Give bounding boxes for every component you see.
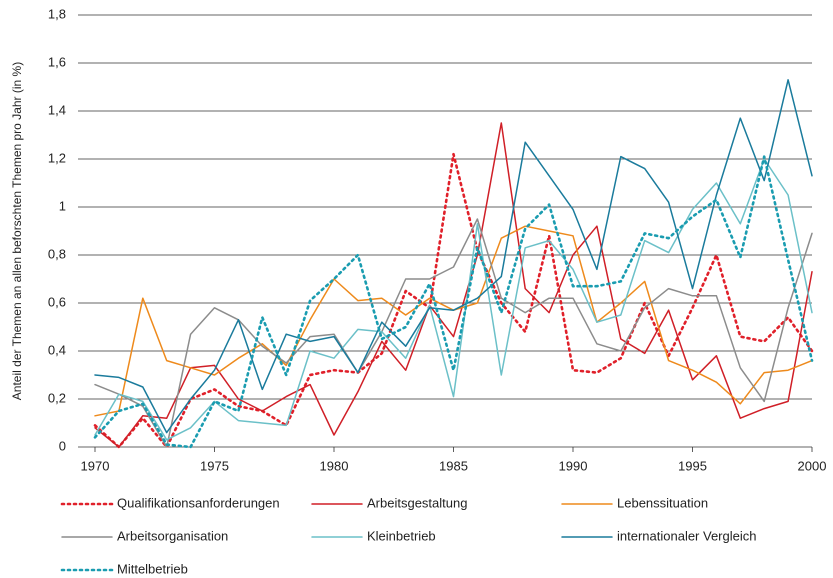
y-tick-label: 0,2 — [48, 390, 66, 405]
x-tick-label: 1985 — [439, 458, 468, 473]
series-line — [93, 152, 814, 449]
series-line — [94, 122, 813, 448]
y-tick-label: 1,4 — [48, 102, 66, 117]
y-tick-label: 1 — [59, 198, 66, 213]
y-tick-label: 1,6 — [48, 54, 66, 69]
y-tick-label: 0 — [59, 438, 66, 453]
legend-label: Arbeitsorganisation — [117, 528, 228, 543]
x-tick-label: 1990 — [559, 458, 588, 473]
legend-label: internationaler Vergleich — [617, 528, 756, 543]
legend-label: Qualifikationsanforderungen — [117, 495, 280, 510]
legend-label: Kleinbetrieb — [367, 528, 436, 543]
y-tick-label: 1,2 — [48, 150, 66, 165]
series-line — [94, 79, 813, 434]
series-line — [93, 155, 814, 449]
y-tick-label: 0,4 — [48, 342, 66, 357]
legend-label: Arbeitsgestaltung — [367, 495, 467, 510]
x-tick-label: 1970 — [81, 458, 110, 473]
x-tick-label: 1995 — [678, 458, 707, 473]
x-tick-label: 2000 — [798, 458, 827, 473]
y-tick-label: 0,8 — [48, 246, 66, 261]
y-axis-label: Anteil der Themen an allen beforschten T… — [10, 62, 24, 400]
series-line — [94, 158, 813, 441]
legend-label: Mittelbetrieb — [117, 561, 188, 576]
y-tick-label: 1,8 — [48, 6, 66, 21]
x-tick-label: 1975 — [200, 458, 229, 473]
legend-label: Lebenssituation — [617, 495, 708, 510]
series-line — [94, 218, 813, 448]
y-tick-label: 0,6 — [48, 294, 66, 309]
x-tick-label: 1980 — [320, 458, 349, 473]
